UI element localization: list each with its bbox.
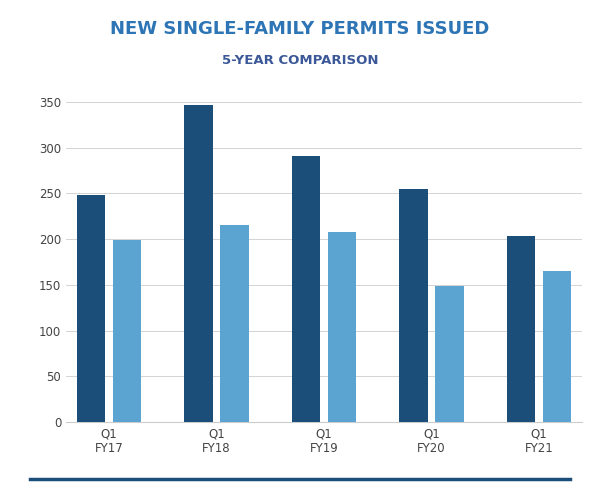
Bar	[435, 286, 464, 422]
Bar	[77, 195, 106, 422]
Bar	[399, 189, 428, 422]
Bar	[328, 232, 356, 422]
Bar	[184, 106, 213, 422]
Text: NEW SINGLE-FAMILY PERMITS ISSUED: NEW SINGLE-FAMILY PERMITS ISSUED	[110, 20, 490, 38]
Bar	[113, 240, 141, 422]
Bar	[220, 225, 249, 422]
Bar	[542, 271, 571, 422]
Bar	[292, 156, 320, 422]
Text: 5-YEAR COMPARISON: 5-YEAR COMPARISON	[222, 54, 378, 67]
Bar	[507, 236, 535, 422]
